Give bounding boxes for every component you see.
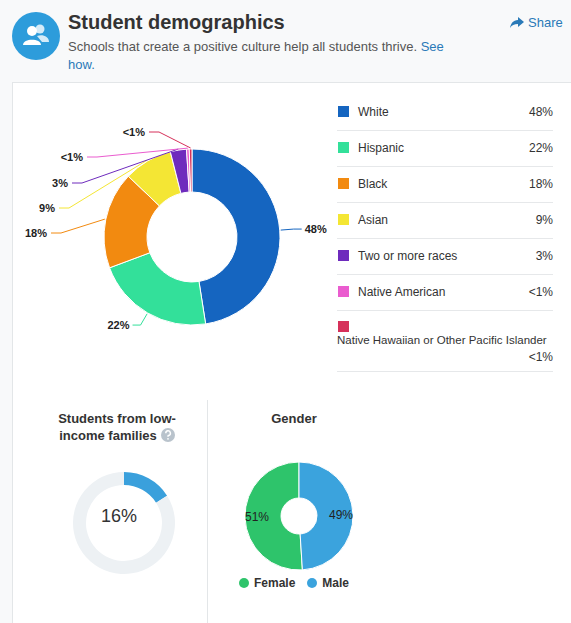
html-text:Share: Share <box>528 15 563 30</box>
html-text:Students from low-income famil: Students from low-income families <box>58 411 176 443</box>
html-text:Male: Male <box>322 576 349 590</box>
html-text:48%: 48% <box>529 105 553 119</box>
html-text:16%: 16% <box>101 506 137 526</box>
html-text:Native Hawaiian or Other Pacif: Native Hawaiian or Other Pacific Islande… <box>337 334 547 346</box>
html-text:Female: Female <box>254 576 296 590</box>
svg-text:3%: 3% <box>52 177 68 189</box>
html-text:Student demographics: Student demographics <box>68 11 285 33</box>
svg-text:51%: 51% <box>245 510 269 524</box>
svg-text:<1%: <1% <box>123 126 146 138</box>
html-text:White: White <box>358 105 389 119</box>
html-text:3%: 3% <box>535 249 553 263</box>
html-text:<1%: <1% <box>528 285 553 299</box>
html-text:Schools that create a positive: Schools that create a positive culture h… <box>68 39 444 72</box>
html-text:Asian: Asian <box>358 213 388 227</box>
svg-text:48%: 48% <box>305 223 327 235</box>
svg-text:22%: 22% <box>108 319 130 331</box>
html-text:18%: 18% <box>529 177 553 191</box>
html-text:Black: Black <box>358 177 388 191</box>
html-text:Two or more races: Two or more races <box>358 249 458 263</box>
svg-text:49%: 49% <box>329 508 353 522</box>
html-text:Native American: Native American <box>358 285 446 299</box>
html-text:Hispanic: Hispanic <box>358 141 404 155</box>
html-text:<1%: <1% <box>528 350 553 364</box>
html-text:9%: 9% <box>535 213 553 227</box>
html-text:22%: 22% <box>529 141 553 155</box>
html-text:Gender: Gender <box>271 411 317 426</box>
svg-text:<1%: <1% <box>61 151 84 163</box>
svg-text:9%: 9% <box>39 202 55 214</box>
svg-text:18%: 18% <box>25 227 47 239</box>
